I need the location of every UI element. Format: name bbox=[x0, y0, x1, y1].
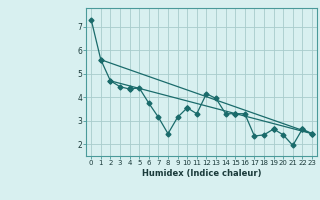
X-axis label: Humidex (Indice chaleur): Humidex (Indice chaleur) bbox=[142, 169, 261, 178]
